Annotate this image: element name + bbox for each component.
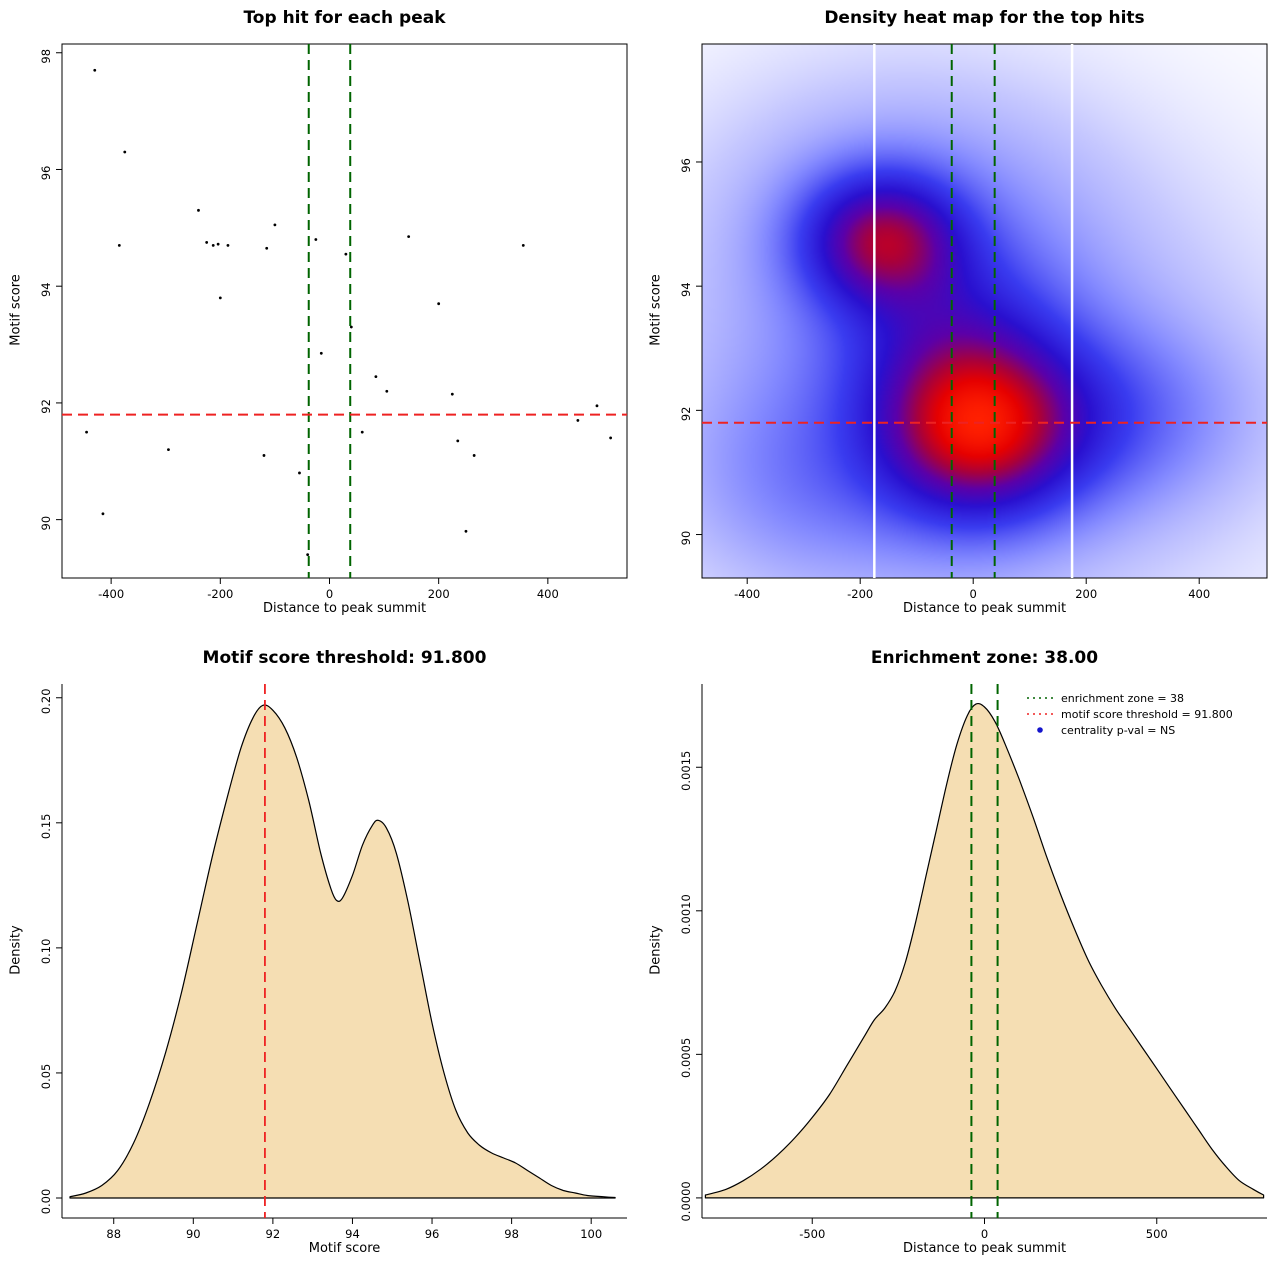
svg-text:98: 98 — [504, 1227, 519, 1241]
svg-text:96: 96 — [679, 158, 693, 173]
svg-text:92: 92 — [266, 1227, 281, 1241]
svg-text:centrality p-val = NS: centrality p-val = NS — [1061, 724, 1175, 737]
x-axis-label: Distance to peak summit — [262, 601, 427, 616]
svg-text:96: 96 — [425, 1227, 440, 1241]
scatter-plot: -400 -200 0 200 400 90 92 94 96 98 — [39, 43, 628, 601]
svg-text:94: 94 — [679, 282, 693, 297]
svg-text:0.0005: 0.0005 — [679, 1038, 693, 1078]
svg-text:0.05: 0.05 — [39, 1064, 53, 1090]
panel-density-heatmap: -400 -200 0 200 400 90 92 94 96 Density heat map… — [640, 0, 1280, 640]
svg-text:400: 400 — [1188, 587, 1210, 601]
chart-title: Top hit for each peak — [243, 8, 446, 28]
y-axis-label: Motif score — [648, 274, 664, 346]
panel-motif-score-density: Motif score threshold: 91.800 88 90 92 94 96… — [0, 640, 640, 1280]
svg-text:0: 0 — [981, 1227, 988, 1241]
svg-text:90: 90 — [39, 516, 53, 531]
svg-text:92: 92 — [39, 399, 53, 414]
svg-text:500: 500 — [1146, 1227, 1168, 1241]
svg-text:200: 200 — [1075, 587, 1097, 601]
chart-title: Density heat map for the top hits — [824, 8, 1145, 28]
svg-text:200: 200 — [428, 587, 450, 601]
panel-summit-distance-density: Enrichment zone: 38.00 -500 0 500 0.0000 0.0… — [640, 640, 1280, 1280]
panel-top-hit-scatter: Top hit for each peak -400 -200 0 200 400 90 9… — [0, 0, 640, 640]
svg-text:100: 100 — [580, 1227, 602, 1241]
svg-text:88: 88 — [106, 1227, 121, 1241]
x-axis-label: Motif score — [308, 1241, 381, 1256]
svg-text:92: 92 — [679, 407, 693, 422]
svg-text:-200: -200 — [207, 587, 233, 601]
heatmap-overlay: -400 -200 0 200 400 90 92 94 96 — [679, 43, 1268, 601]
y-axis-label: Density — [648, 925, 664, 975]
svg-text:0.15: 0.15 — [39, 814, 53, 840]
svg-text:-200: -200 — [847, 587, 873, 601]
svg-text:-400: -400 — [734, 587, 760, 601]
svg-text:-500: -500 — [799, 1227, 825, 1241]
svg-text:0.0010: 0.0010 — [679, 894, 693, 934]
y-axis-label: Density — [8, 925, 24, 975]
svg-text:0: 0 — [326, 587, 333, 601]
svg-text:400: 400 — [537, 587, 559, 601]
y-axis-label: Motif score — [8, 274, 24, 346]
svg-text:96: 96 — [39, 166, 53, 181]
svg-text:90: 90 — [679, 531, 693, 546]
svg-text:90: 90 — [186, 1227, 201, 1241]
chart-title: Enrichment zone: 38.00 — [870, 648, 1099, 668]
x-axis-label: Distance to peak summit — [902, 1241, 1067, 1256]
x-axis-label: Distance to peak summit — [902, 601, 1067, 616]
svg-text:98: 98 — [39, 49, 53, 64]
svg-text:-400: -400 — [98, 587, 124, 601]
svg-text:0.0000: 0.0000 — [679, 1181, 693, 1221]
svg-text:94: 94 — [39, 282, 53, 297]
svg-text:0.0015: 0.0015 — [679, 751, 693, 791]
svg-text:0.10: 0.10 — [39, 939, 53, 965]
svg-text:0.00: 0.00 — [39, 1189, 53, 1215]
heatmap-canvas — [702, 44, 1267, 578]
chart-title: Motif score threshold: 91.800 — [202, 648, 487, 668]
motif-score-density-plot: 88 90 92 94 96 98 100 0.00 0.05 0.10 0.15 0.20 — [39, 684, 627, 1241]
svg-text:94: 94 — [345, 1227, 360, 1241]
svg-text:motif score threshold = 91.800: motif score threshold = 91.800 — [1061, 708, 1233, 721]
svg-text:enrichment zone = 38: enrichment zone = 38 — [1061, 692, 1184, 705]
summit-distance-density-plot: -500 0 500 0.0000 0.0005 0.0010 0.0015 enrichme… — [679, 684, 1267, 1241]
svg-text:0: 0 — [970, 587, 977, 601]
svg-text:0.20: 0.20 — [39, 688, 53, 714]
